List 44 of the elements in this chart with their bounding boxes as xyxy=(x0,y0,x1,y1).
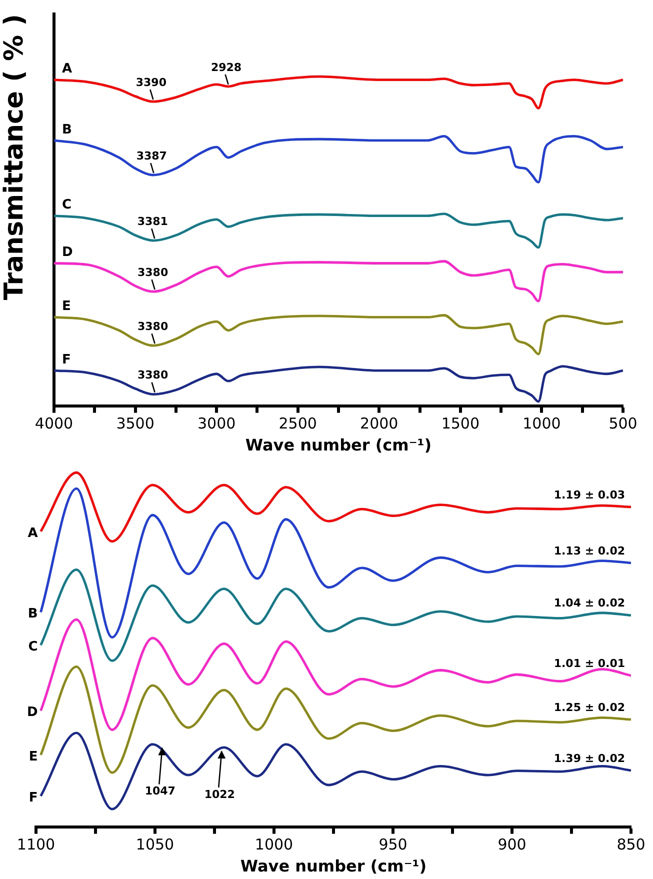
series-label: D xyxy=(62,245,73,260)
x-tick-label: 1050 xyxy=(136,836,174,854)
annotation: 1.13 ± 0.02 xyxy=(554,544,625,558)
annotation: 3390 xyxy=(136,76,167,89)
x-tick-label: 1100 xyxy=(16,836,56,854)
annotation: 1022 xyxy=(204,788,235,801)
series-label: A xyxy=(62,62,72,77)
annotation: 3380 xyxy=(137,320,168,333)
series-label: D xyxy=(26,705,38,720)
series-label: A xyxy=(28,526,38,541)
series-label: B xyxy=(62,122,72,138)
annotation: 1.39 ± 0.02 xyxy=(554,752,625,765)
annotation: 3387 xyxy=(136,149,167,162)
x-tick-label: 900 xyxy=(498,836,526,854)
x-tick-label: 3000 xyxy=(197,414,236,433)
annotation: 2928 xyxy=(210,60,242,74)
x-tick-label: 850 xyxy=(616,836,646,854)
series-label: C xyxy=(62,198,72,213)
annotation: 1.25 ± 0.02 xyxy=(554,700,625,714)
x-tick-label: 950 xyxy=(378,836,408,854)
x-axis-title: Wave number (cm⁻¹) xyxy=(240,856,427,876)
x-tick-label: 500 xyxy=(608,414,638,433)
annotation: 3381 xyxy=(137,214,168,228)
annotation: 3380 xyxy=(137,266,168,279)
annotation: 3380 xyxy=(137,368,168,382)
annotation: 1.01 ± 0.01 xyxy=(554,656,625,670)
x-tick-label: 3500 xyxy=(116,414,154,433)
series-label: E xyxy=(62,299,71,314)
series-label: F xyxy=(62,352,71,368)
series-label: B xyxy=(28,606,38,622)
y-axis-title: Transmittance ( % ) xyxy=(0,14,30,300)
annotation: 1.19 ± 0.03 xyxy=(554,488,625,502)
x-tick-label: 2000 xyxy=(360,414,398,433)
x-tick-label: 4000 xyxy=(34,414,74,433)
annotation: 1047 xyxy=(144,784,176,798)
x-tick-label: 1000 xyxy=(522,414,561,433)
annotation: 1.04 ± 0.02 xyxy=(554,596,625,610)
series-label: F xyxy=(28,790,38,806)
series-label: E xyxy=(28,749,38,764)
x-tick-label: 1000 xyxy=(254,836,294,854)
x-axis-title: Wave number (cm⁻¹) xyxy=(245,436,432,455)
x-tick-label: 2500 xyxy=(278,414,317,433)
x-tick-label: 1500 xyxy=(441,414,480,433)
series-label: C xyxy=(28,639,38,654)
